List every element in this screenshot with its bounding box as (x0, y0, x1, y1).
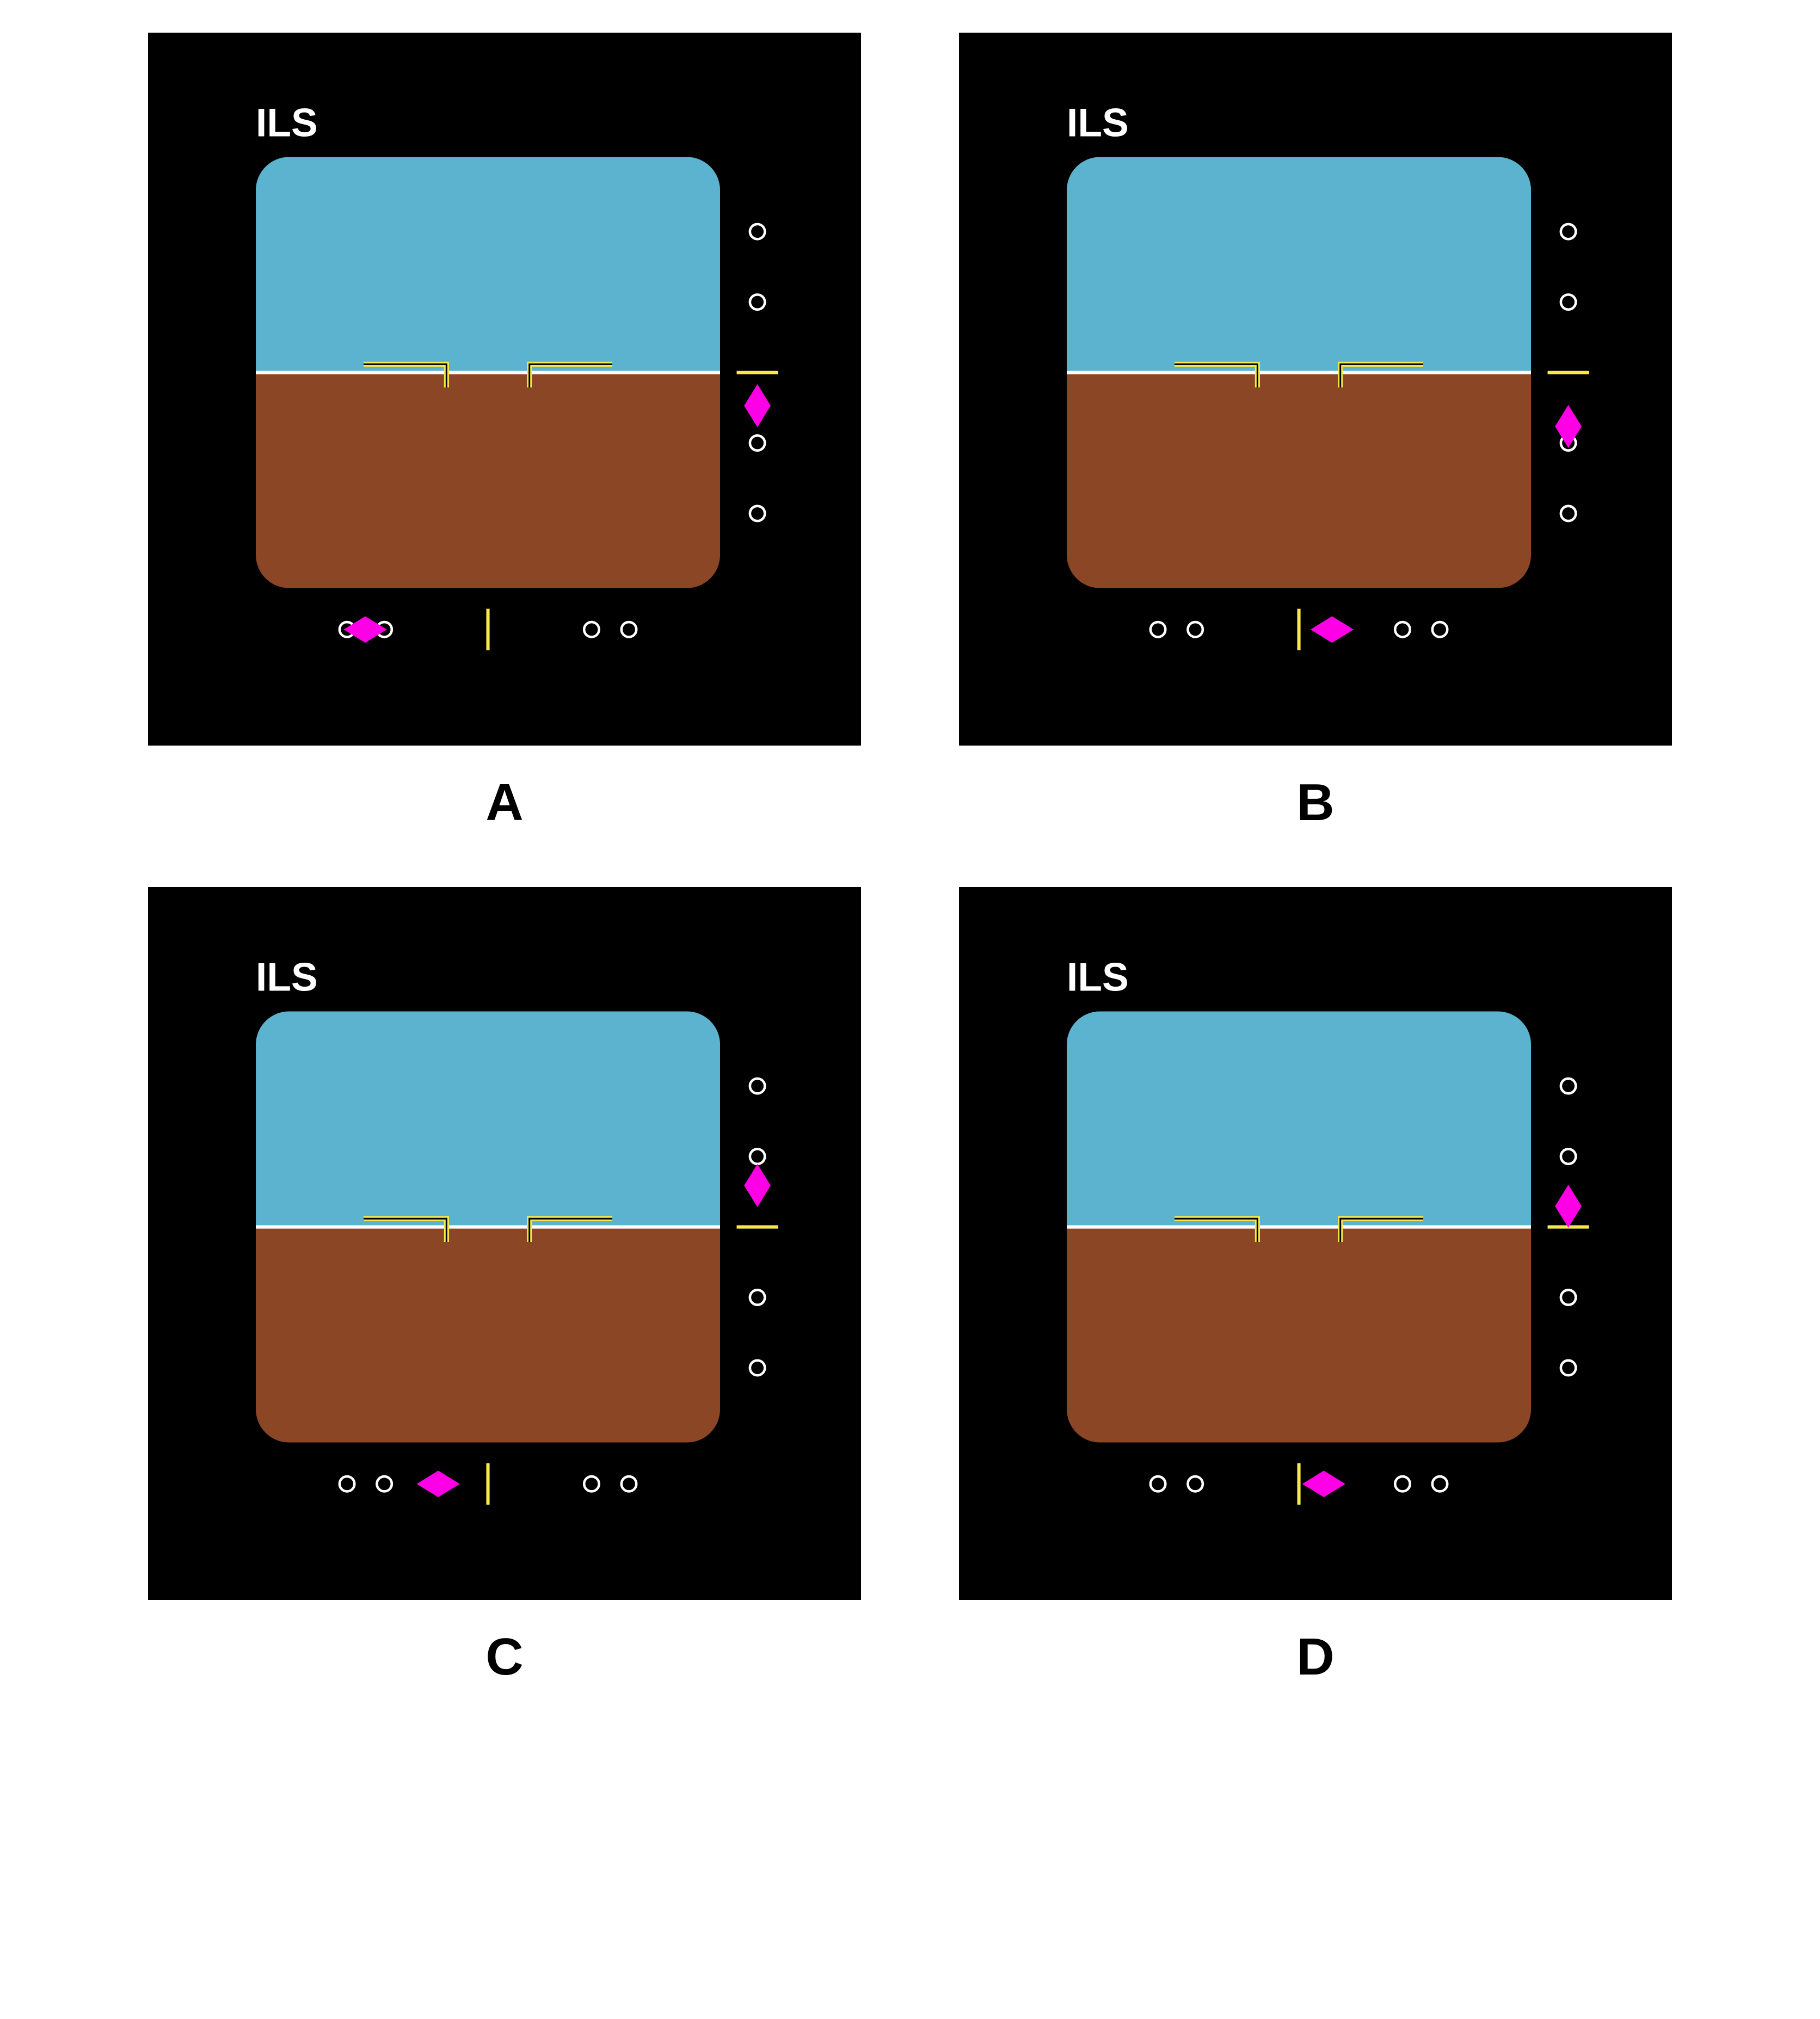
panel-caption-D: D (1296, 1627, 1334, 1687)
pfd-panel-C: ILS (148, 887, 861, 1600)
panel-caption-C: C (485, 1627, 523, 1687)
pfd-panel-A: ILS (148, 33, 861, 746)
pfd-cell-C: ILS C (148, 887, 861, 1687)
mode-label: ILS (1067, 101, 1129, 145)
panel-caption-B: B (1296, 773, 1334, 833)
pfd-panel-B: ILS (959, 33, 1672, 746)
mode-label: ILS (256, 101, 318, 145)
pfd-cell-B: ILS B (959, 33, 1672, 833)
panel-caption-A: A (485, 773, 523, 833)
pfd-cell-A: ILS A (148, 33, 861, 833)
mode-label: ILS (1067, 955, 1129, 999)
mode-label: ILS (256, 955, 318, 999)
pfd-panel-D: ILS (959, 887, 1672, 1600)
pfd-grid: ILS A ILS B ILS C ILS D (148, 33, 1672, 1687)
pfd-cell-D: ILS D (959, 887, 1672, 1687)
